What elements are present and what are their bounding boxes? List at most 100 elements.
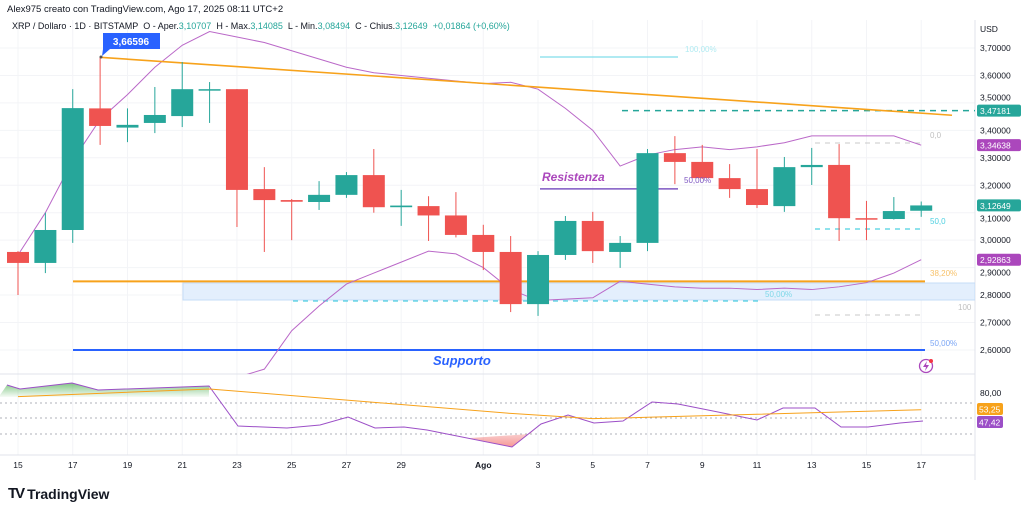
high-price-callout[interactable] [102,33,160,56]
time-tick: 5 [590,460,595,470]
rsi-line [6,382,924,448]
time-tick: 9 [700,460,705,470]
candle-body [253,189,276,201]
candle[interactable] [34,212,57,274]
candle[interactable] [773,156,796,212]
price-label-text: 2,92863 [980,255,1011,265]
high-price-callout-text: 3,66596 [113,37,150,48]
candle[interactable] [828,144,851,241]
candle[interactable] [7,251,29,296]
candle[interactable] [390,189,413,226]
time-tick: 17 [68,460,78,470]
candle[interactable] [882,197,905,220]
time-tick: 29 [396,460,406,470]
candle[interactable] [444,192,467,238]
candle[interactable] [335,172,358,198]
time-tick: 23 [232,460,242,470]
candle-body [855,218,878,220]
candle[interactable] [800,147,823,185]
candle[interactable] [691,144,714,179]
candle-body [910,205,933,211]
currency-label: USD [980,24,998,34]
rsi-pane [0,382,975,448]
candle[interactable] [61,89,84,243]
tradingview-logo-text: TradingView [27,485,110,502]
candle-body [581,220,604,252]
fib-50-band-label: 50,00% [765,290,792,299]
candle[interactable] [280,198,303,241]
price-tick: 3,00000 [980,235,1011,245]
candle[interactable] [308,181,331,210]
candle-body [89,108,112,126]
open-label: O - Aper. [143,21,179,31]
candle[interactable] [554,215,577,260]
candle[interactable] [116,108,139,143]
high-label: H - Max. [216,21,251,31]
band-upper-line [17,31,922,256]
candle-body [34,229,57,263]
price-label-text: 3,34638 [980,141,1011,151]
price-tick: 3,70000 [980,43,1011,53]
candle[interactable] [855,200,878,241]
candle-body [417,206,440,216]
time-tick: 13 [807,460,817,470]
candle-body [499,251,522,305]
candle[interactable] [663,136,686,185]
candle[interactable] [198,82,221,123]
time-tick: Ago [475,460,492,470]
price-label-badge [977,139,1021,152]
candle[interactable] [253,167,276,252]
chart-credit: Alex975 creato con TradingView.com, Ago … [7,4,284,15]
price-tick: 2,60000 [980,345,1011,355]
candle-body [280,200,303,202]
time-tick: 21 [177,460,187,470]
candle-body [308,194,331,202]
time-tick: 7 [645,460,650,470]
candle[interactable] [89,57,112,145]
candle-body [362,175,385,208]
time-tick: 27 [342,460,352,470]
fib-zone-band[interactable] [182,282,975,301]
candle-body [143,114,166,123]
candle[interactable] [499,236,522,313]
price-tick: 2,80000 [980,290,1011,300]
price-axis[interactable]: 3,70000 3,60000 3,50000 3,40000 3,30000 3,200… [977,43,1021,428]
candle-body [335,175,358,195]
candle[interactable] [225,89,248,227]
fib-50-support-label: 50,00% [930,339,957,348]
tradingview-logo[interactable]: TV TradingView [8,485,109,502]
price-tick: 3,20000 [980,180,1011,190]
candle[interactable] [171,61,194,128]
fib-50-resistance-label: 50,00% [684,176,711,185]
open-value: 3,10707 [178,21,212,31]
rsi-label-text: 47,42 [979,418,1001,428]
trendline[interactable] [100,56,953,117]
time-axis[interactable]: 15 17 19 21 23 25 27 29 Ago 3 5 7 9 11 13 15 17 [13,460,926,470]
symbol-legend[interactable]: XRP / Dollaro · 1D · BITSTAMP O - Aper.3… [12,21,510,31]
candle-body [527,254,550,305]
lightning-icon[interactable] [918,358,934,374]
candle-body [171,89,194,117]
rsi-label-badge [977,403,1003,415]
candle-body [663,153,686,162]
candle[interactable] [718,164,741,198]
candle[interactable] [143,86,166,134]
close-label: C - Chius. [355,21,396,31]
candle[interactable] [527,251,550,316]
candle[interactable] [581,211,604,263]
rsi-oversold-fill [470,424,541,447]
candle[interactable] [362,149,385,213]
candle-body [636,153,659,243]
time-tick: 25 [287,460,297,470]
candle[interactable] [472,224,495,271]
candle[interactable] [609,236,632,268]
low-value: 3,08494 [317,21,351,31]
low-label: L - Min. [287,21,318,31]
candle[interactable] [745,149,768,209]
candle[interactable] [636,149,659,252]
candle[interactable] [417,196,440,241]
rsi-tick: 80,00 [980,388,1002,398]
support-label: Supporto [433,353,491,368]
candle[interactable] [910,201,933,217]
